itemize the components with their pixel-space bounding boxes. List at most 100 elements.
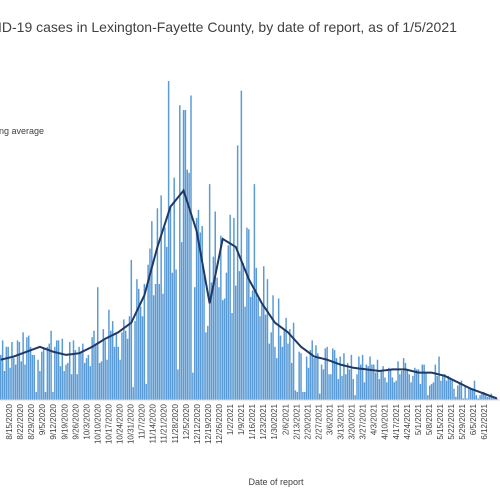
bar	[350, 354, 353, 400]
bar	[117, 346, 119, 400]
x-tick-label: 3/6/2021	[326, 403, 335, 435]
bar	[262, 266, 265, 400]
bar	[175, 269, 177, 400]
x-tick-label: 9/5/2020	[38, 403, 47, 435]
bar	[186, 169, 189, 400]
bar	[29, 346, 32, 400]
bar	[438, 356, 440, 400]
bar	[462, 398, 465, 400]
x-tick-label: 9/26/2020	[71, 403, 80, 439]
x-tick-label: 12/5/2020	[182, 403, 191, 439]
bar	[41, 351, 43, 400]
bar	[287, 343, 289, 400]
bar	[156, 208, 159, 400]
x-tick-label: 11/28/2020	[171, 403, 180, 443]
bar	[149, 248, 151, 400]
bar	[27, 335, 30, 400]
bar	[468, 388, 470, 400]
bar	[203, 272, 205, 400]
bar	[397, 361, 399, 400]
bar	[184, 110, 187, 400]
bar	[48, 343, 50, 400]
bar	[257, 298, 259, 400]
bar	[143, 284, 146, 400]
bar	[488, 395, 491, 400]
bar	[318, 393, 321, 400]
bar	[358, 356, 360, 400]
bar	[160, 195, 162, 400]
bar	[69, 342, 71, 400]
bar	[356, 374, 358, 400]
bar	[227, 245, 230, 400]
bar	[102, 329, 105, 400]
bar	[20, 361, 23, 400]
bar	[374, 372, 377, 400]
bar	[22, 332, 24, 400]
bar	[339, 356, 341, 400]
bar	[59, 366, 62, 400]
bar	[307, 367, 310, 400]
bar	[195, 217, 198, 400]
bar	[313, 358, 315, 400]
bar	[296, 391, 299, 400]
bar	[61, 338, 64, 400]
bar	[259, 316, 261, 400]
bar	[173, 177, 175, 400]
bar	[124, 330, 127, 400]
bar	[180, 242, 183, 400]
bar	[57, 340, 60, 400]
bar	[361, 354, 364, 400]
bar	[132, 387, 134, 400]
bar	[242, 263, 244, 400]
bar	[408, 374, 410, 400]
bar	[192, 372, 194, 400]
bar	[289, 329, 291, 400]
bar	[354, 395, 356, 400]
bar	[345, 374, 347, 400]
bar	[126, 338, 129, 400]
bar	[251, 290, 254, 400]
bar	[496, 398, 498, 400]
x-tick-label: 5/8/2021	[425, 403, 434, 435]
bar	[479, 395, 481, 400]
bar	[281, 346, 284, 400]
bar	[44, 391, 47, 400]
bar	[423, 364, 425, 400]
bar	[74, 350, 77, 400]
bar	[324, 348, 327, 400]
bar	[283, 330, 285, 400]
bar	[427, 395, 429, 400]
bar	[389, 369, 392, 400]
bar	[471, 388, 474, 400]
x-tick-label: 1/2/2021	[226, 403, 235, 435]
x-tick-label: 10/3/2020	[82, 403, 91, 439]
bar	[119, 359, 121, 400]
bar	[387, 367, 390, 400]
bar	[95, 345, 97, 400]
bar	[402, 358, 405, 400]
bar	[484, 395, 487, 400]
bar	[261, 304, 263, 400]
bar	[104, 340, 106, 400]
bar	[455, 396, 457, 400]
bar	[322, 369, 325, 400]
bar	[63, 371, 65, 400]
bar	[223, 298, 226, 400]
bar	[80, 353, 82, 400]
x-tick-label: 9/19/2020	[60, 403, 69, 439]
bar	[343, 353, 345, 400]
bar	[320, 364, 323, 400]
bar	[35, 391, 37, 400]
bar	[399, 374, 401, 400]
bar	[54, 346, 56, 400]
bar	[264, 314, 267, 400]
bar	[464, 385, 466, 400]
x-tick-label: 12/19/2020	[204, 403, 213, 444]
bar	[0, 354, 2, 400]
bar	[83, 362, 86, 400]
bar	[373, 364, 375, 400]
x-tick-label: 12/12/2020	[193, 403, 202, 444]
moving-average-line	[0, 188, 498, 400]
bar	[378, 379, 381, 400]
